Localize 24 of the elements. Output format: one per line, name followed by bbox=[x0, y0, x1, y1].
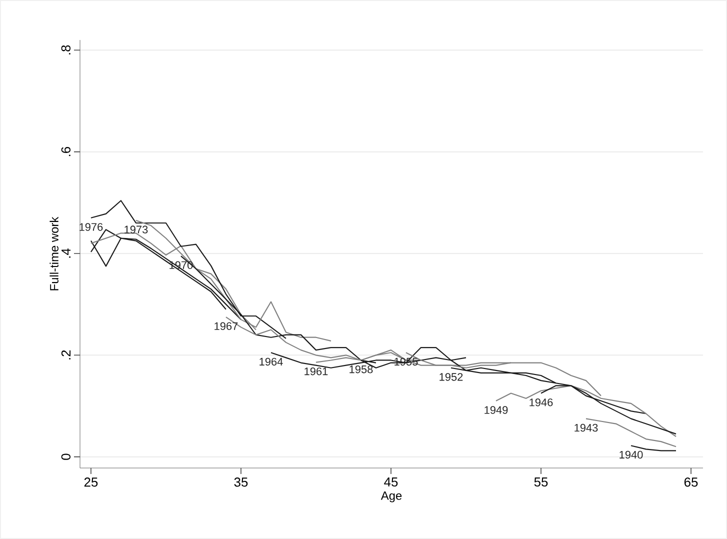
series-label: 1973 bbox=[124, 226, 148, 234]
y-tick-label: .4 bbox=[62, 248, 70, 258]
x-tick-label: 55 bbox=[534, 478, 548, 487]
series-label: 1961 bbox=[304, 367, 328, 376]
x-tick-label: 25 bbox=[84, 478, 98, 487]
y-tick-label: .8 bbox=[61, 45, 70, 54]
series-label: 1940 bbox=[620, 450, 643, 459]
series-label: 1946 bbox=[530, 398, 553, 406]
x-tick-label: 65 bbox=[684, 478, 698, 487]
y-tick-label: .2 bbox=[61, 350, 70, 360]
y-axis-title: Full-time work bbox=[50, 216, 58, 290]
series-label: 1967 bbox=[214, 322, 238, 330]
x-tick-label: 35 bbox=[234, 478, 248, 487]
series-label: 1976 bbox=[80, 223, 103, 231]
series-label: 1952 bbox=[440, 373, 463, 381]
series-label: 1964 bbox=[260, 358, 283, 366]
x-axis-title: Age bbox=[380, 492, 402, 502]
series-label: 1949 bbox=[484, 406, 508, 414]
x-tick-label: 45 bbox=[384, 478, 398, 487]
series-label: 1958 bbox=[350, 365, 373, 374]
series-label: 1955 bbox=[394, 358, 418, 366]
y-tick-label: 0 bbox=[61, 454, 70, 460]
y-tick-label: .6 bbox=[61, 146, 70, 156]
series-label: 1943 bbox=[574, 424, 598, 432]
